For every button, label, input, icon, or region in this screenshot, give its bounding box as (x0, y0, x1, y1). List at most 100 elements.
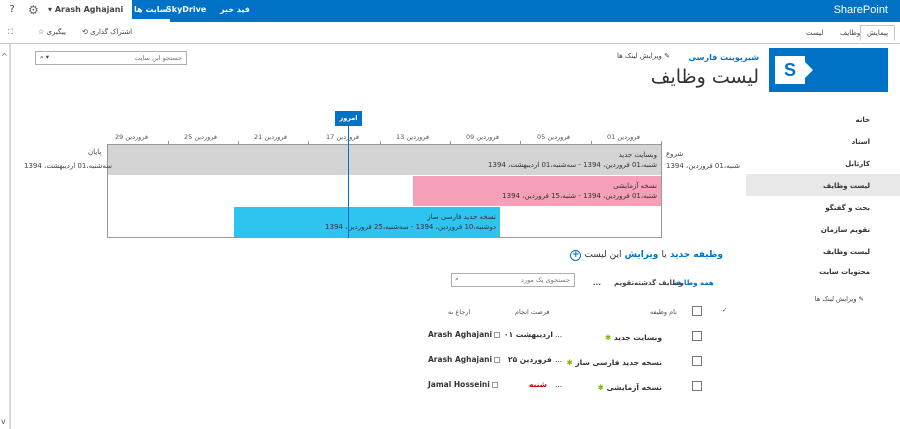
row-ellipsis-menu[interactable]: ... (555, 355, 563, 364)
edit-list-link[interactable]: ویرایش (624, 250, 659, 260)
due-date: اردیبهشت ۰۱ (504, 330, 553, 339)
suite-link-sites[interactable]: سایت ها (134, 5, 168, 14)
task-name-text: نسخه آزمایشی (606, 383, 662, 392)
new-item-icon: ✱ (597, 383, 604, 392)
share-label: اشتراک گذاری (90, 28, 133, 36)
new-item-icon: ✱ (604, 333, 612, 342)
suite-bar-user-area (0, 0, 132, 22)
row-ellipsis-menu[interactable]: ... (555, 380, 563, 389)
timeline-tick: فروردین 13 (396, 133, 429, 141)
site-search-input[interactable]: ⌕ ▾ جستجو این سایت (35, 51, 187, 65)
suite-bar: ? ⚙ ▾ Arash Aghajani سایت ها SkyDrive فی… (0, 0, 900, 22)
timeline-task-bar[interactable]: نسخه آزمایشی شنبه،01 فروردین، 1394 - شنب… (413, 176, 661, 206)
due-date-overdue: شنبه (529, 380, 548, 389)
column-header-due-date[interactable]: فرصت انجام (515, 308, 550, 316)
site-name-link[interactable]: شیرپوینت فارسی (688, 53, 759, 62)
scroll-down-icon[interactable]: v (1, 417, 6, 426)
sharepoint-brand[interactable]: SharePoint (833, 4, 888, 16)
quick-launch-item-task-list-selected[interactable]: لیست وظایف (823, 182, 870, 190)
timeline-task-dates: شنبه،01 فروردین، 1394 - سه‌شنبه،01 اردیب… (488, 161, 657, 169)
quick-launch-edit-links[interactable]: ویرایش لینک ها ✎ (815, 295, 864, 303)
row-checkbox[interactable] (692, 381, 702, 391)
timeline-tick-mark (661, 141, 662, 145)
quick-launch-item-site-contents[interactable]: محتویات سایت (819, 268, 870, 276)
view-more-ellipsis[interactable]: ... (593, 279, 601, 287)
user-menu[interactable]: ▾ Arash Aghajani (48, 5, 124, 14)
assigned-to-name: Jamal Hosseini (428, 380, 490, 389)
today-marker: امروز (335, 111, 362, 126)
view-late-tasks[interactable]: وظایف گذشته (634, 279, 684, 287)
quick-launch-item-documents[interactable]: اسناد (851, 138, 870, 146)
quick-launch-item-workflow[interactable]: کارتابل (845, 160, 870, 168)
assigned-to-name: Arash Aghajani (428, 355, 493, 364)
column-header-task-name[interactable]: نام وظیفه (650, 308, 677, 316)
task-name-text: نسخه جدید فارسی ساز (575, 358, 662, 367)
new-task-bar: + وظیفه جدید یا ویرایش این لیست (570, 250, 723, 261)
new-task-suffix: این لیست (584, 250, 622, 260)
suite-link-newsfeed[interactable]: فید خبر (220, 5, 250, 14)
quick-launch-item-discussion[interactable]: بحث و گفتگو (825, 204, 870, 212)
row-checkbox[interactable] (692, 356, 702, 366)
new-task-link[interactable]: وظیفه جدید (669, 250, 723, 260)
timeline-tick: فروردین 21 (254, 133, 287, 141)
edit-links-top[interactable]: ویرایش لینک ها ✎ (617, 52, 670, 60)
timeline-task-dates: دوشنبه،10 فروردین، 1394 - سه‌شنبه،25 فرو… (325, 223, 496, 231)
quick-launch-item-calendar[interactable]: تقویم سازمان (820, 226, 870, 234)
presence-icon (494, 357, 501, 363)
timeline-tick: فروردین 09 (466, 133, 499, 141)
quick-launch-item-task-list[interactable]: لیست وظایف (823, 248, 870, 256)
view-calendar[interactable]: تقویم (614, 279, 635, 287)
timeline-tick: فروردین 17 (326, 133, 359, 141)
site-logo[interactable]: S (769, 48, 888, 92)
presence-icon (494, 332, 501, 338)
select-all-checkbox[interactable] (692, 306, 702, 316)
pencil-icon: ✎ (664, 52, 671, 60)
timeline-tick-mark (380, 141, 381, 145)
timeline-tick-mark (168, 141, 169, 145)
assigned-to-link[interactable]: Jamal Hosseini (428, 380, 498, 389)
search-scope-dropdown-icon[interactable]: ⌕ ▾ (40, 53, 49, 61)
focus-icon[interactable]: ⛶ (8, 28, 13, 36)
tab-list[interactable]: لیست (806, 29, 824, 37)
new-task-or: یا (661, 250, 667, 260)
timeline-task-dates: شنبه،01 فروردین، 1394 - شنبه،15 فروردین،… (502, 192, 657, 200)
add-icon[interactable]: + (570, 250, 582, 261)
assigned-to-link[interactable]: Arash Aghajani (428, 330, 501, 339)
quick-launch-item-home[interactable]: خانه (855, 116, 870, 124)
task-name-link[interactable]: ✱ وبسایت جدید (605, 333, 662, 342)
list-search-placeholder: جستجوی یک مورد (520, 276, 570, 284)
timeline-tick-mark (450, 141, 451, 145)
timeline-task-title: نسخه جدید فارسی ساز (427, 213, 496, 221)
timeline-start-date: شنبه،01 فروردین، 1394 (666, 162, 740, 170)
timeline-tick-mark (308, 141, 309, 145)
timeline-tick-mark (238, 141, 239, 145)
due-date: فروردین ۲۵ (508, 355, 552, 364)
quick-launch-selection (746, 174, 900, 196)
view-all-tasks[interactable]: همه وظایف (673, 279, 714, 287)
tab-tasks[interactable]: وظایف (840, 29, 861, 37)
follow-button[interactable]: ☆ پیگیری (38, 28, 66, 36)
quick-launch-edit-links-label: ویرایش لینک ها (814, 295, 857, 303)
timeline-task-bar[interactable]: نسخه جدید فارسی ساز دوشنبه،10 فروردین، 1… (234, 207, 500, 237)
task-name-link[interactable]: ✱ نسخه جدید فارسی ساز (566, 358, 662, 367)
share-button[interactable]: ⟲ اشتراک گذاری (82, 28, 133, 36)
task-name-link[interactable]: ✱ نسخه آزمایشی (598, 383, 662, 392)
today-marker-line (348, 126, 349, 238)
search-icon[interactable]: ⌕ (455, 275, 459, 283)
help-icon[interactable]: ? (9, 4, 15, 15)
tab-browse[interactable]: پیمایش (860, 25, 896, 41)
timeline-end-date: سه‌شنبه،01 اردیبهشت، 1394 (24, 162, 113, 170)
row-checkbox[interactable] (692, 331, 702, 341)
sites-tab-indicator (130, 0, 170, 22)
column-header-assigned-to[interactable]: ارجاع به (448, 308, 471, 316)
row-ellipsis-menu[interactable]: ... (555, 330, 563, 339)
vertical-scrollbar[interactable] (9, 44, 11, 429)
assigned-to-name: Arash Aghajani (428, 330, 493, 339)
ribbon-bar: ⛶ ☆ پیگیری ⟲ اشتراک گذاری لیست وظایف پیم… (0, 22, 900, 44)
list-search-input[interactable]: ⌕ جستجوی یک مورد (451, 273, 575, 287)
suite-link-skydrive[interactable]: SkyDrive (166, 5, 207, 14)
assigned-to-link[interactable]: Arash Aghajani (428, 355, 501, 364)
gear-icon[interactable]: ⚙ (28, 3, 39, 17)
timeline-task-bar[interactable]: وبسایت جدید شنبه،01 فروردین، 1394 - سه‌ش… (108, 145, 661, 175)
scroll-up-icon[interactable]: ^ (1, 52, 8, 61)
